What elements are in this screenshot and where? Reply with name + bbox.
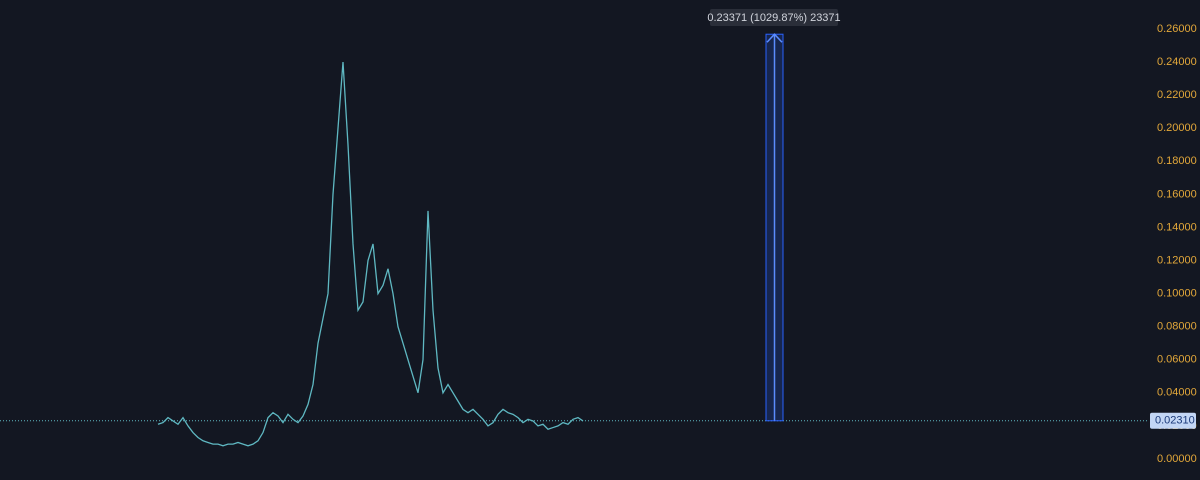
- y-tick-label: 0.10000: [1157, 287, 1197, 299]
- y-tick-label: 0.06000: [1157, 354, 1197, 366]
- price-line: [157, 61, 584, 447]
- y-tick-label: 0.08000: [1157, 321, 1197, 333]
- y-tick-label: 0.22000: [1157, 89, 1197, 101]
- y-tick-label: 0.16000: [1157, 188, 1197, 200]
- y-tick-label: 0.24000: [1157, 56, 1197, 68]
- y-tick-label: 0.04000: [1157, 387, 1197, 399]
- current-price-box: [1150, 412, 1196, 429]
- measure-arrowhead: [766, 33, 783, 43]
- y-tick-label: 0.20000: [1157, 122, 1197, 134]
- measure-label-box: [710, 9, 838, 26]
- y-tick-label: 0.26000: [1157, 23, 1197, 35]
- y-tick-label: 0.18000: [1157, 155, 1197, 167]
- measure-label: 0.23371 (1029.87%) 23371: [707, 12, 840, 24]
- y-tick-label: 0.00000: [1157, 453, 1197, 465]
- current-price-label: 0.02310: [1155, 415, 1195, 427]
- y-tick-label: 0.14000: [1157, 221, 1197, 233]
- y-tick-label: 0.12000: [1157, 254, 1197, 266]
